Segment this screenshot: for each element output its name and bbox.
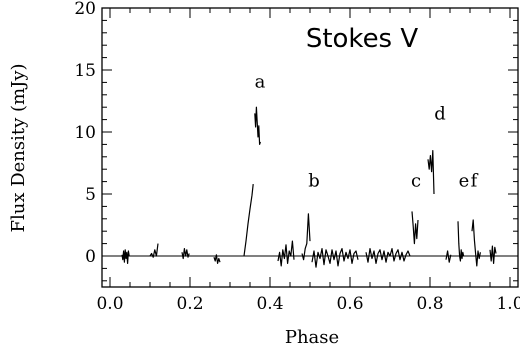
data-segment-14 bbox=[457, 221, 465, 262]
data-segment-16 bbox=[489, 245, 497, 264]
y-tick-label: 15 bbox=[74, 61, 96, 81]
data-segment-3 bbox=[181, 248, 190, 260]
data-segment-2 bbox=[149, 243, 159, 258]
x-tick-label: 0.0 bbox=[96, 294, 123, 314]
data-segment-11 bbox=[411, 211, 419, 245]
x-tick-label: 1.0 bbox=[496, 294, 520, 314]
annotation-a: a bbox=[255, 71, 266, 92]
x-tick-label: 0.2 bbox=[176, 294, 203, 314]
data-segment-12 bbox=[427, 150, 435, 195]
axis-ticks-layer bbox=[102, 7, 518, 287]
data-segment-7 bbox=[277, 240, 295, 267]
annotation-f: f bbox=[471, 171, 479, 192]
x-tick-label: 0.4 bbox=[256, 294, 283, 314]
x-axis-title: Phase bbox=[285, 327, 339, 348]
y-tick-label: 20 bbox=[74, 0, 96, 19]
x-tick-label: 0.8 bbox=[416, 294, 443, 314]
annotation-b: b bbox=[308, 171, 320, 192]
data-segment-13 bbox=[445, 250, 452, 263]
y-tick-label: 5 bbox=[85, 185, 96, 205]
annotation-d: d bbox=[434, 104, 446, 125]
data-segment-10 bbox=[365, 248, 411, 264]
y-axis-title: Flux Density (mJy) bbox=[8, 63, 29, 232]
data-segment-8 bbox=[301, 213, 311, 261]
data-segment-6 bbox=[254, 106, 261, 145]
x-tick-label: 0.6 bbox=[336, 294, 363, 314]
series-layer bbox=[121, 106, 497, 268]
y-tick-label: 10 bbox=[74, 123, 96, 143]
data-segment-5 bbox=[243, 184, 254, 257]
chart-title: Stokes V bbox=[306, 24, 419, 54]
annotation-e: e bbox=[459, 171, 470, 192]
data-segment-1 bbox=[121, 249, 130, 264]
data-segment-9 bbox=[311, 248, 359, 268]
labels-layer: 0.0 0.2 0.4 0.6 0.8 1.0 0 5 10 15 20 a b c d e f bbox=[74, 0, 520, 314]
annotation-c: c bbox=[411, 171, 421, 192]
data-segment-4 bbox=[213, 254, 221, 264]
data-segment-15 bbox=[471, 219, 481, 267]
y-tick-label: 0 bbox=[85, 247, 96, 267]
